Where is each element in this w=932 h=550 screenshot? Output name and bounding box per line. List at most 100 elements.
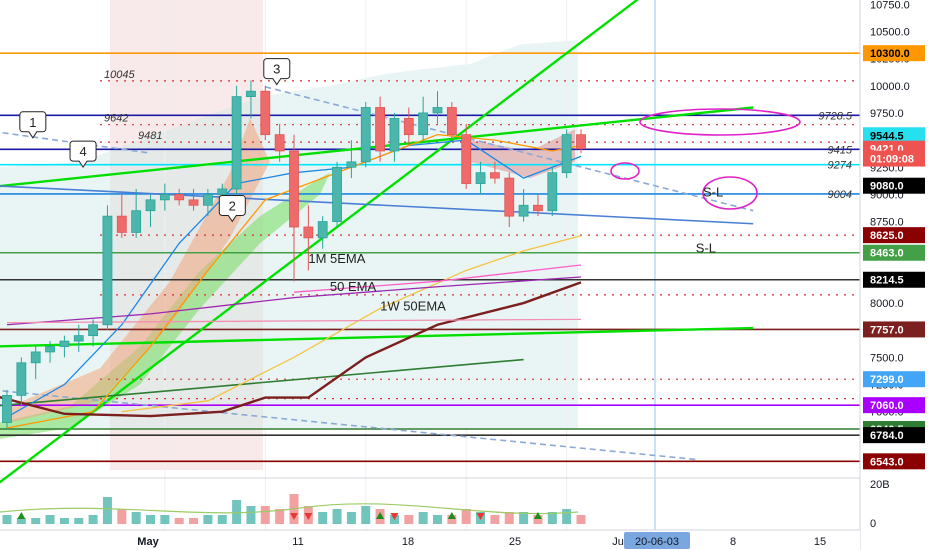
- x-tick-label: 15: [814, 536, 826, 548]
- volume-bar: [174, 518, 184, 524]
- volume-signal-marker: [476, 513, 485, 520]
- volume-bar: [404, 515, 414, 524]
- volume-bar: [31, 518, 41, 524]
- candle[interactable]: [489, 161, 500, 184]
- volume-signal-marker: [376, 512, 385, 519]
- candle[interactable]: [202, 188, 213, 217]
- volume-bar: [361, 506, 371, 524]
- candle[interactable]: [332, 161, 342, 227]
- candle[interactable]: [131, 188, 142, 238]
- cloud-area: [0, 40, 578, 428]
- candle[interactable]: [389, 112, 400, 162]
- candle[interactable]: [45, 341, 55, 363]
- x-tick-label: 8: [730, 536, 736, 548]
- candle[interactable]: [88, 319, 98, 347]
- candle-body: [16, 362, 27, 396]
- candle[interactable]: [246, 80, 256, 119]
- candle-body: [246, 90, 256, 98]
- candle-body: [461, 134, 472, 184]
- candle[interactable]: [159, 183, 170, 211]
- dotted-level-label: 9642: [104, 113, 128, 125]
- candle[interactable]: [260, 85, 271, 141]
- volume-bar: [418, 512, 428, 524]
- candle-body: [159, 194, 170, 201]
- candle[interactable]: [561, 129, 572, 179]
- candles-layer[interactable]: [2, 80, 586, 428]
- cursor-date-tag: [624, 532, 690, 549]
- candle[interactable]: [274, 123, 285, 162]
- level-label: 9415: [828, 144, 853, 156]
- candle[interactable]: [73, 324, 84, 352]
- callout-label: 3: [273, 62, 280, 77]
- price-tag-label: 9080.0: [870, 181, 904, 193]
- volume-bar: [275, 509, 285, 524]
- candle[interactable]: [317, 216, 328, 249]
- volume-pane: [0, 494, 586, 524]
- volume-bar: [562, 509, 572, 524]
- candle-body: [174, 194, 185, 201]
- candle-body: [576, 134, 586, 150]
- candle[interactable]: [116, 194, 127, 238]
- candle[interactable]: [576, 129, 586, 154]
- candle[interactable]: [59, 335, 70, 358]
- candle[interactable]: [547, 167, 558, 217]
- trendline: [265, 86, 754, 212]
- candle[interactable]: [174, 188, 185, 206]
- candle[interactable]: [518, 188, 529, 222]
- candle[interactable]: [504, 172, 515, 227]
- candle[interactable]: [289, 134, 299, 282]
- price-tag-label: 9544.5: [870, 130, 904, 142]
- volume-bar: [447, 515, 457, 524]
- candle[interactable]: [446, 102, 457, 141]
- volume-pane-bg: [0, 478, 860, 530]
- price-tag-label: 7757.0: [870, 324, 904, 336]
- candle[interactable]: [188, 188, 199, 211]
- candle[interactable]: [418, 96, 429, 141]
- volume-signal-marker: [290, 513, 298, 520]
- callout-bubble: [263, 58, 291, 86]
- candle[interactable]: [403, 107, 414, 146]
- candle[interactable]: [475, 161, 486, 195]
- volume-bar: [131, 512, 141, 524]
- trendline: [0, 106, 754, 188]
- y-tick-label: 10000.0: [870, 81, 910, 93]
- moving-average-line: [6, 133, 582, 429]
- dotted-level-label: 9481: [138, 130, 162, 142]
- candle[interactable]: [533, 194, 543, 217]
- candle-body: [88, 324, 98, 337]
- candle-body: [131, 210, 142, 233]
- price-tag: [863, 244, 925, 261]
- candle[interactable]: [360, 102, 371, 168]
- x-tick-label: Ju: [612, 536, 624, 548]
- candle-body: [45, 346, 55, 353]
- volume-bar: [74, 518, 84, 524]
- candle[interactable]: [346, 140, 357, 179]
- volume-bar: [117, 509, 127, 524]
- candle[interactable]: [461, 123, 472, 189]
- price-tag: [863, 321, 925, 338]
- trendline: [0, 389, 696, 461]
- candle-body: [116, 215, 127, 233]
- price-tag-label: 8463.0: [870, 248, 904, 260]
- candle-body: [489, 172, 500, 179]
- candle-body: [418, 112, 429, 136]
- level-label: 9274: [828, 160, 852, 172]
- candle[interactable]: [102, 205, 113, 331]
- trendline: [0, 0, 639, 484]
- price-tag-label: 8625.0: [870, 230, 904, 242]
- candle-body: [30, 351, 41, 364]
- price-tag: [863, 177, 925, 194]
- candle[interactable]: [145, 194, 156, 227]
- candle[interactable]: [2, 389, 12, 428]
- candle[interactable]: [30, 346, 41, 380]
- volume-bar: [533, 515, 543, 524]
- candle[interactable]: [375, 96, 386, 162]
- price-tag-label: 10300.0: [870, 48, 910, 60]
- candle[interactable]: [16, 357, 27, 407]
- candle[interactable]: [303, 205, 314, 271]
- candle[interactable]: [231, 85, 242, 195]
- cursor-date-label: 20-06-03: [635, 536, 679, 548]
- candle[interactable]: [432, 91, 443, 124]
